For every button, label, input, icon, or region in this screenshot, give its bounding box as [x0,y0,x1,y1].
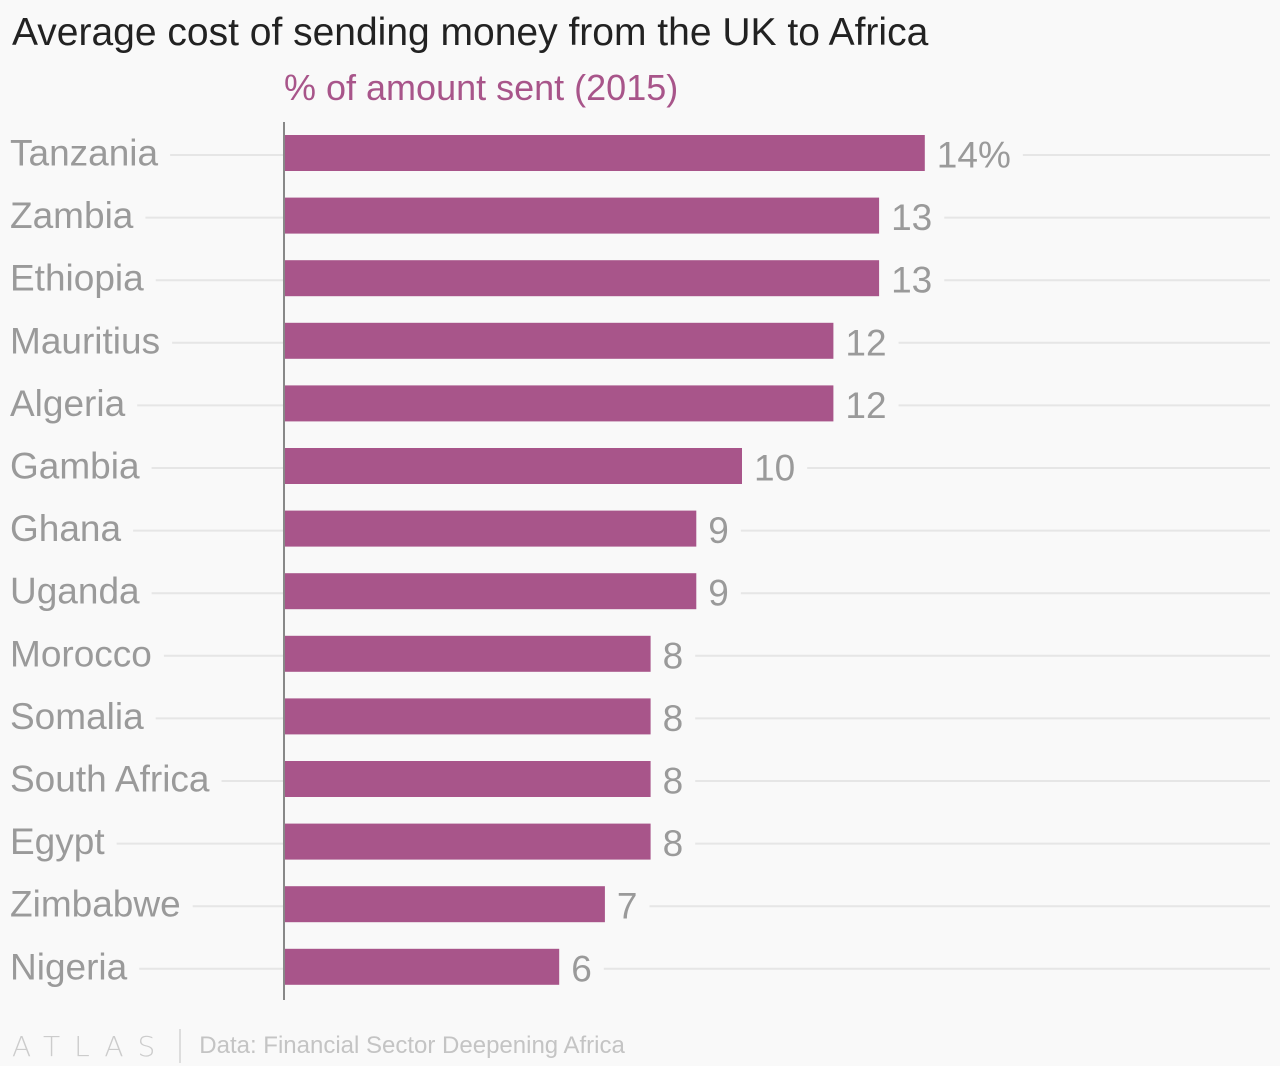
category-label: Zambia [10,195,134,236]
category-label: Uganda [10,571,140,612]
category-label: Zimbabwe [10,884,181,925]
chart-title: Average cost of sending money from the U… [12,11,929,54]
source-note: Data: Financial Sector Deepening Africa [199,1032,625,1059]
value-label: 12 [845,385,886,426]
category-label: Somalia [10,696,144,737]
category-label: Nigeria [10,946,128,987]
bar [285,448,742,484]
footer-divider [179,1029,182,1063]
bar [285,886,605,923]
value-label: 13 [891,197,932,238]
footer: ATLAS Data: Financial Sector Deepening A… [12,1026,625,1066]
bar [285,573,697,610]
chart-subtitle: % of amount sent (2015) [284,67,679,108]
value-label: 8 [663,698,684,739]
bar [285,322,834,359]
atlas-logo: ATLAS [12,1029,170,1063]
category-label: Egypt [10,821,105,862]
bar [285,761,651,797]
value-label: 7 [617,886,638,927]
bar [285,385,834,422]
value-label: 6 [571,948,592,989]
bar [285,197,880,234]
category-label: Algeria [10,383,126,424]
value-label: 8 [663,761,684,802]
gridlines [116,154,1270,970]
category-label: Mauritius [10,320,160,361]
value-label: 9 [708,510,729,551]
bar [285,135,925,171]
category-label: Ethiopia [10,258,144,299]
category-label: Gambia [10,446,140,487]
category-label: Ghana [10,508,122,549]
value-label: 12 [845,322,886,363]
value-label: 14% [937,135,1011,176]
bar [285,823,651,860]
value-label: 10 [754,448,795,489]
value-label: 8 [663,823,684,864]
value-label: 13 [891,260,932,301]
labels: Tanzania 14% Zambia 13 Ethiopia 13 Mauritius 12… [10,133,1011,990]
category-label: South Africa [10,759,210,800]
value-label: 8 [663,635,684,676]
bar [285,510,697,547]
category-label: Tanzania [10,133,159,174]
bar-chart: Tanzania 14% Zambia 13 Ethiopia 13 Mauritius 12… [10,122,1270,1000]
bar [285,260,880,297]
value-label: 9 [708,573,729,614]
bar [285,635,651,672]
bar [285,698,651,735]
category-label: Morocco [10,633,152,674]
bar [285,948,560,985]
bars [285,135,925,985]
